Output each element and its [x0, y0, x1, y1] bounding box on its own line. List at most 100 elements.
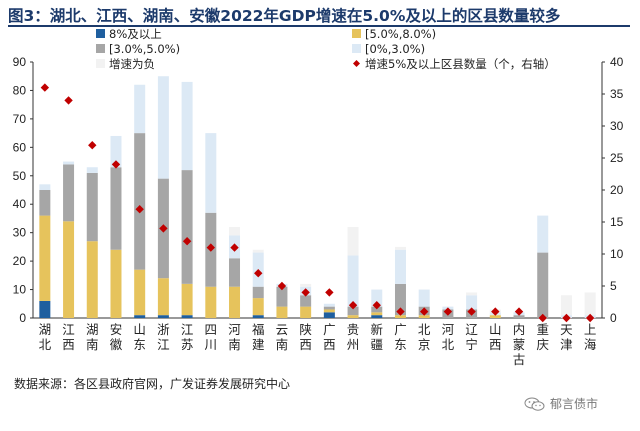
scatter-point: [562, 313, 571, 323]
left-tick-label: 60: [13, 140, 27, 154]
category-label: 南: [228, 337, 241, 352]
category-label: 川: [205, 337, 218, 352]
scatter-point: [64, 96, 73, 105]
bar-segment: [489, 315, 501, 318]
left-tick-label: 20: [13, 254, 27, 268]
category-label: 新: [371, 322, 384, 337]
category-label: 南: [86, 337, 99, 352]
scatter-point: [254, 269, 263, 278]
scatter-point: [372, 301, 381, 310]
legend-label: [5.0%,8.0%): [365, 27, 436, 41]
bar-segment: [86, 241, 98, 318]
bar-segment: [134, 133, 146, 270]
category-label: 浙: [157, 322, 170, 337]
right-axis: 0 5 10 15 20 25 30 35 40: [601, 55, 624, 325]
legend-swatch: [96, 44, 105, 53]
bar-segment: [371, 312, 383, 316]
bar-segment: [252, 249, 264, 253]
right-tick-label: 10: [610, 247, 624, 261]
category-label: 安: [110, 322, 123, 337]
category-label: 上: [584, 322, 597, 337]
bar-series: [39, 76, 596, 318]
category-label: 西: [323, 337, 336, 352]
right-tick-label: 30: [610, 119, 624, 133]
left-tick-label: 40: [13, 197, 27, 211]
category-label: 西: [62, 337, 75, 352]
scatter-point: [111, 160, 121, 169]
chart-title: 图3：湖北、江西、湖南、安徽2022年GDP增速在5.0%及以上的区县数量较多: [8, 7, 561, 25]
category-label: 四: [205, 322, 218, 337]
right-tick-label: 15: [610, 215, 624, 229]
bar-segment: [157, 278, 169, 316]
bar-segment: [300, 283, 312, 287]
bar-segment: [560, 295, 572, 316]
legend-label: 8%及以上: [109, 27, 162, 41]
category-label: 东: [133, 337, 146, 352]
category-label: 北: [39, 337, 52, 352]
right-tick-label: 20: [610, 183, 624, 197]
category-label: 北: [418, 322, 431, 337]
bar-segment: [584, 292, 596, 316]
category-label: 湖: [86, 322, 99, 337]
bar-segment: [63, 161, 75, 165]
scatter-point: [419, 307, 429, 316]
scatter-point: [182, 237, 192, 246]
bar-segment: [205, 133, 217, 213]
bar-segment: [39, 184, 51, 190]
bar-segment: [418, 315, 430, 318]
category-label: 建: [252, 337, 265, 352]
category-label: 蒙: [513, 337, 526, 352]
left-tick-label: 80: [13, 83, 27, 97]
bar-segment: [323, 312, 335, 318]
category-label: 宁: [465, 337, 478, 352]
scatter-series: [40, 83, 595, 323]
scatter-point: [206, 243, 216, 252]
right-tick-label: 25: [610, 151, 624, 165]
category-label: 河: [442, 322, 455, 337]
category-label: 京: [418, 337, 431, 352]
bar-segment: [394, 246, 406, 250]
scatter-point: [538, 313, 547, 323]
category-label: 江: [181, 322, 194, 337]
right-tick-label: 40: [610, 55, 624, 69]
legend-swatch: [352, 29, 361, 38]
bar-segment: [181, 81, 193, 171]
category-label: 徽: [110, 337, 123, 352]
bar-segment: [63, 221, 75, 318]
bar-segment: [347, 226, 359, 256]
scatter-point: [467, 307, 476, 316]
scatter-point: [88, 141, 97, 150]
bar-segment: [86, 167, 98, 173]
category-label: 云: [276, 322, 289, 337]
bar-segment: [39, 190, 51, 216]
scatter-point: [514, 307, 524, 316]
bar-segment: [371, 315, 383, 318]
category-label: 福: [252, 322, 265, 337]
scatter-point: [301, 288, 310, 297]
bar-segment: [300, 295, 312, 307]
scatter-point: [585, 313, 595, 323]
legend-swatch: [352, 44, 361, 53]
bar-segment: [347, 315, 359, 318]
title-rule: [8, 25, 630, 27]
bar-segment: [63, 164, 75, 222]
bar-segment: [134, 84, 146, 134]
left-tick-label: 90: [13, 55, 27, 69]
bar-segment: [418, 289, 430, 307]
scatter-point: [396, 307, 405, 316]
bar-segment: [252, 315, 264, 318]
scatter-point: [277, 281, 287, 291]
bar-segment: [110, 135, 122, 168]
bar-segment: [86, 172, 98, 242]
category-label: 西: [489, 337, 502, 352]
category-label: 山: [489, 322, 502, 337]
bar-segment: [229, 258, 241, 287]
right-tick-label: 35: [610, 87, 624, 101]
category-label: 广: [394, 322, 407, 337]
left-tick-label: 10: [13, 283, 27, 297]
category-label: 疆: [371, 337, 384, 352]
bar-segment: [513, 315, 525, 318]
legend-swatch: [96, 29, 105, 38]
bar-segment: [323, 309, 335, 313]
left-axis: 0 10 20 30 40 50 60 70 80 90: [13, 55, 602, 325]
